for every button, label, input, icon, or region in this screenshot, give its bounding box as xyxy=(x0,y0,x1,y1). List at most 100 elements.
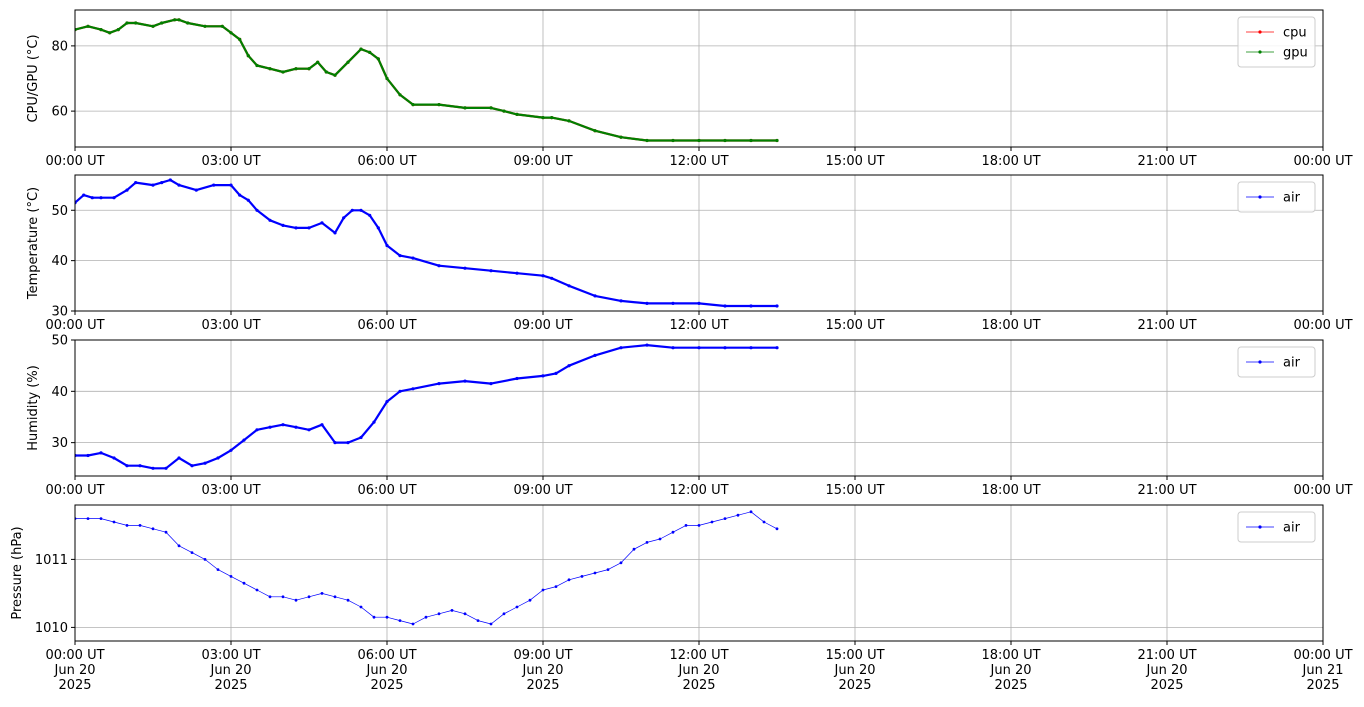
data-point-air xyxy=(463,266,467,270)
x-tick-label: 06:00 UT xyxy=(357,318,416,333)
x-tick-label: 03:00 UT Jun 20 2025 xyxy=(201,648,260,693)
data-point-air xyxy=(749,346,753,350)
data-point-gpu xyxy=(151,24,155,28)
data-point-air xyxy=(151,527,155,531)
x-tick-label: 18:00 UT xyxy=(981,154,1040,169)
data-point-air xyxy=(359,435,363,440)
data-point-air xyxy=(398,619,402,622)
data-point-air xyxy=(684,524,688,527)
x-tick-label: 15:00 UT xyxy=(825,318,884,333)
data-point-air xyxy=(376,226,380,230)
axes-frame xyxy=(74,9,1324,148)
data-point-air xyxy=(671,530,675,534)
data-point-gpu xyxy=(541,116,545,120)
x-tick-label: 21:00 UT xyxy=(1137,318,1196,333)
data-point-air xyxy=(398,254,402,258)
data-point-gpu xyxy=(645,138,649,143)
y-tick-label: 30 xyxy=(51,305,68,320)
y-tick-label: 40 xyxy=(51,254,68,269)
y-tick-label: 40 xyxy=(51,385,68,400)
data-point-gpu xyxy=(134,21,138,25)
data-point-air xyxy=(203,558,207,561)
data-point-gpu xyxy=(502,109,506,113)
data-point-air xyxy=(229,183,233,187)
x-tick-label: 00:00 UT Jun 20 2025 xyxy=(45,648,104,693)
data-point-air xyxy=(437,612,441,616)
data-point-air xyxy=(671,346,675,350)
x-tick-label: 03:00 UT xyxy=(201,154,260,169)
data-point-air xyxy=(489,269,493,273)
data-point-air xyxy=(463,612,467,616)
data-point-air xyxy=(697,524,701,527)
y-axis-label: Temperature (°C) xyxy=(26,187,41,300)
data-point-air xyxy=(368,213,372,217)
data-point-air xyxy=(450,609,454,612)
x-tick-label: 00:00 UT xyxy=(45,318,104,333)
series-line-cpu xyxy=(75,18,777,142)
data-point-air xyxy=(515,376,519,381)
data-point-air xyxy=(138,524,142,527)
data-point-air xyxy=(281,423,285,427)
x-tick-label: 00:00 UT xyxy=(1293,483,1352,498)
data-point-air xyxy=(112,520,116,524)
data-point-air xyxy=(333,231,337,235)
data-point-air xyxy=(619,346,623,350)
data-point-gpu xyxy=(359,47,363,51)
data-point-air xyxy=(294,598,298,602)
data-point-air xyxy=(151,466,155,470)
data-point-gpu xyxy=(160,21,164,25)
data-point-air xyxy=(294,425,298,429)
x-tick-label: 09:00 UT Jun 20 2025 xyxy=(513,648,572,693)
data-point-air xyxy=(528,598,532,602)
data-point-air xyxy=(125,524,129,527)
data-point-air xyxy=(671,301,675,305)
legend-marker-gpu xyxy=(1258,50,1262,54)
data-point-air xyxy=(606,568,610,571)
legend: air xyxy=(1237,511,1316,543)
data-point-air xyxy=(229,575,233,578)
data-point-gpu xyxy=(550,116,554,120)
plot-area xyxy=(75,510,779,626)
data-point-air xyxy=(593,353,597,357)
data-point-air xyxy=(125,188,129,192)
data-point-air xyxy=(502,612,506,616)
x-tick-label: 21:00 UT xyxy=(1137,483,1196,498)
data-point-air xyxy=(281,595,285,599)
data-point-air xyxy=(177,183,181,187)
data-point-air xyxy=(333,441,337,445)
data-point-air xyxy=(281,223,285,227)
data-point-air xyxy=(320,423,324,427)
data-point-gpu xyxy=(593,129,597,133)
legend-label-gpu: gpu xyxy=(1283,46,1308,61)
data-point-air xyxy=(411,387,415,391)
legend-marker-air xyxy=(1258,525,1262,529)
data-point-air xyxy=(177,456,181,460)
data-point-air xyxy=(385,243,389,248)
legend-marker-air xyxy=(1258,195,1262,199)
data-point-air xyxy=(268,425,272,429)
legend-box xyxy=(1237,16,1316,68)
data-point-air xyxy=(177,544,181,548)
data-point-gpu xyxy=(238,37,242,42)
data-point-gpu xyxy=(255,63,259,68)
data-point-air xyxy=(541,374,545,378)
data-point-air xyxy=(164,466,168,470)
data-point-gpu xyxy=(177,18,181,22)
data-point-air xyxy=(229,448,233,452)
legend-label-air: air xyxy=(1283,356,1301,371)
data-point-air xyxy=(593,571,597,575)
data-point-air xyxy=(645,343,649,347)
data-point-air xyxy=(246,198,250,202)
data-point-air xyxy=(99,451,103,455)
y-tick-label: 30 xyxy=(51,436,68,451)
data-point-air xyxy=(242,438,246,442)
data-point-air xyxy=(268,218,272,222)
data-point-air xyxy=(320,221,324,225)
legend-box xyxy=(1237,346,1316,378)
data-point-gpu xyxy=(567,119,571,123)
data-point-gpu xyxy=(229,31,233,35)
legend: air xyxy=(1237,181,1316,213)
data-point-air xyxy=(710,520,714,524)
data-point-air xyxy=(550,276,554,280)
data-point-air xyxy=(489,622,493,626)
